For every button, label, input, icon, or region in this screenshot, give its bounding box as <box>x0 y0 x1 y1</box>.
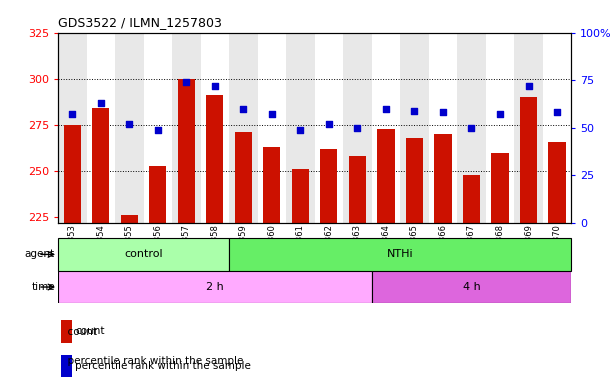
Bar <box>64 125 81 223</box>
Bar <box>343 33 371 223</box>
Bar <box>343 33 371 223</box>
Bar <box>320 149 337 223</box>
Text: time: time <box>31 282 55 292</box>
Bar <box>144 33 172 223</box>
Bar <box>520 97 537 223</box>
Point <box>409 108 419 114</box>
Bar <box>514 33 543 223</box>
Bar <box>58 271 371 303</box>
Bar <box>60 355 72 377</box>
Bar <box>371 271 571 303</box>
Bar <box>263 147 280 223</box>
Bar <box>486 33 514 223</box>
Text: 4 h: 4 h <box>463 282 480 292</box>
Bar <box>200 33 229 223</box>
Bar <box>258 33 286 223</box>
Bar <box>315 33 343 223</box>
Bar <box>463 175 480 223</box>
Bar <box>371 33 400 223</box>
Point <box>153 126 163 132</box>
Bar <box>549 142 566 223</box>
Bar <box>434 134 452 223</box>
Bar <box>514 33 543 223</box>
Bar <box>315 33 343 223</box>
Bar <box>58 238 229 271</box>
Point <box>181 79 191 85</box>
Bar <box>58 33 87 223</box>
Point <box>96 100 106 106</box>
Bar <box>92 108 109 223</box>
Bar <box>406 138 423 223</box>
Text: GDS3522 / ILMN_1257803: GDS3522 / ILMN_1257803 <box>58 16 222 29</box>
Bar <box>207 95 224 223</box>
Bar <box>429 33 457 223</box>
Text: percentile rank within the sample: percentile rank within the sample <box>61 356 243 366</box>
Point <box>495 111 505 118</box>
Bar <box>258 33 286 223</box>
Point <box>353 124 362 131</box>
Point <box>552 109 562 116</box>
Point <box>296 126 306 132</box>
Bar <box>121 215 138 223</box>
Bar <box>457 33 486 223</box>
Bar <box>87 33 115 223</box>
Bar <box>200 33 229 223</box>
Bar <box>172 33 200 223</box>
Point <box>467 124 477 131</box>
Bar <box>229 33 258 223</box>
Bar <box>400 33 429 223</box>
Bar <box>457 33 486 223</box>
Text: 2 h: 2 h <box>206 282 224 292</box>
Bar <box>229 238 571 271</box>
Text: NTHi: NTHi <box>387 249 414 260</box>
Bar <box>543 33 571 223</box>
Bar <box>543 33 571 223</box>
Bar <box>371 33 400 223</box>
Bar <box>172 33 200 223</box>
Bar <box>60 320 72 343</box>
Text: agent: agent <box>25 249 55 260</box>
Point <box>210 83 220 89</box>
Bar <box>400 33 429 223</box>
Bar <box>149 166 166 223</box>
Bar <box>491 152 508 223</box>
Bar <box>229 33 258 223</box>
Bar <box>349 156 366 223</box>
Bar <box>87 33 115 223</box>
Bar <box>486 33 514 223</box>
Bar <box>378 129 395 223</box>
Bar <box>115 33 144 223</box>
Bar <box>235 132 252 223</box>
Bar <box>429 33 457 223</box>
Bar <box>144 33 172 223</box>
Text: control: control <box>124 249 163 260</box>
Bar <box>286 33 315 223</box>
Bar <box>178 79 195 223</box>
Point <box>324 121 334 127</box>
Bar <box>292 169 309 223</box>
Point <box>524 83 533 89</box>
Bar <box>286 33 315 223</box>
Point <box>238 106 248 112</box>
Bar <box>58 33 87 223</box>
Bar <box>115 33 144 223</box>
Point <box>381 106 391 112</box>
Text: percentile rank within the sample: percentile rank within the sample <box>75 361 251 371</box>
Text: count: count <box>75 326 104 336</box>
Point <box>267 111 277 118</box>
Text: count: count <box>61 327 97 337</box>
Point <box>125 121 134 127</box>
Point <box>67 111 77 118</box>
Point <box>438 109 448 116</box>
